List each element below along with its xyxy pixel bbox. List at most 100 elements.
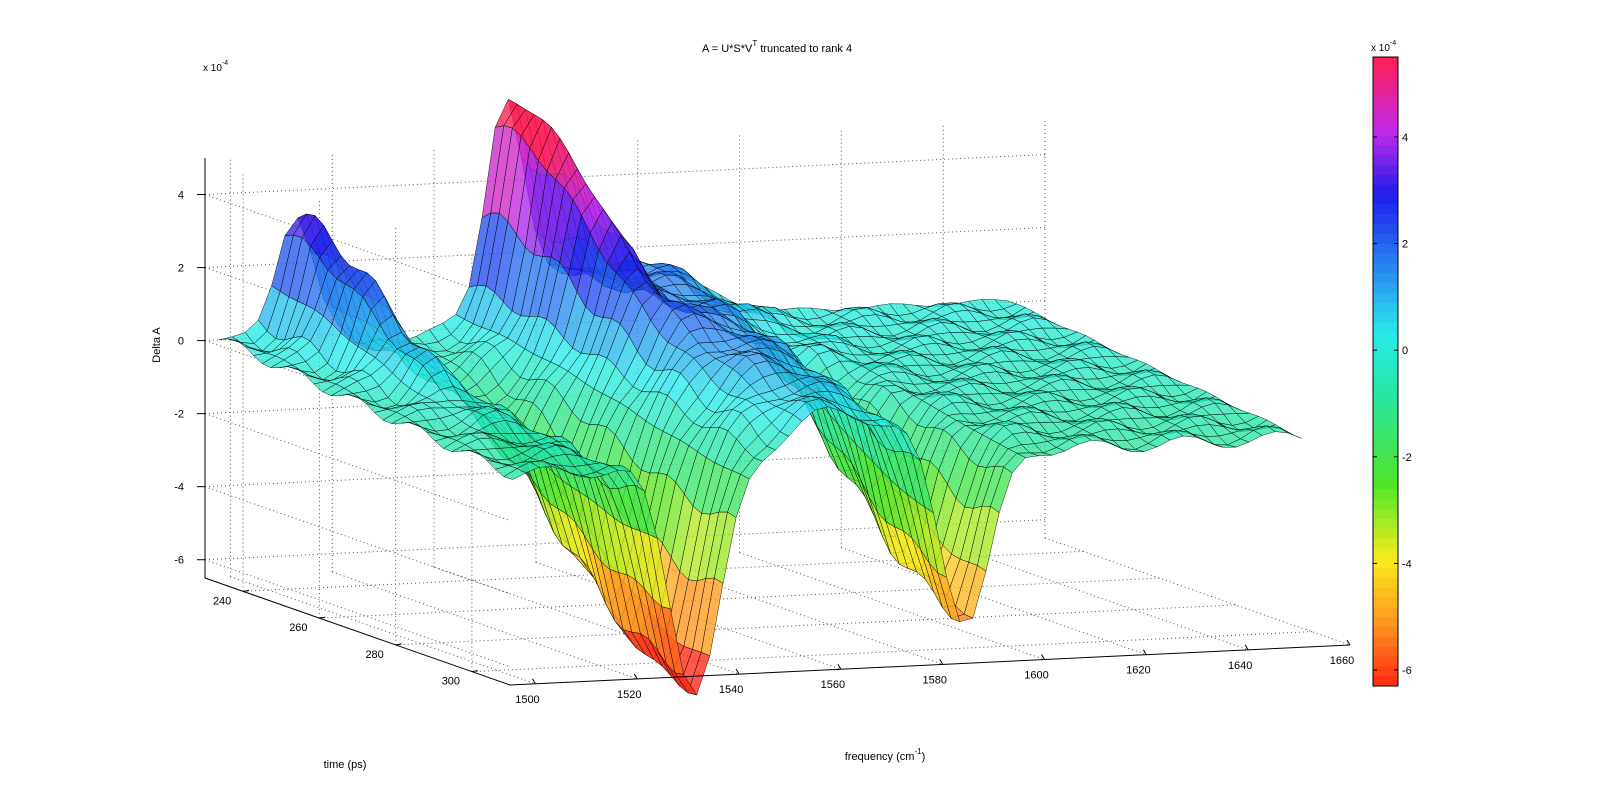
colorbar-swatch [1373,440,1398,451]
y-tick-label: 280 [365,649,383,661]
colorbar-tick-label: -6 [1402,665,1412,677]
colorbar-swatch [1373,292,1398,304]
grid-line-x-floor [230,576,536,685]
x-tick-label: 1640 [1228,660,1252,672]
z-axis-label: Delta A [151,327,163,363]
colorbar-swatch [1373,165,1398,176]
x-tick-label: 1500 [515,694,539,706]
grid-line-x-floor [841,547,1147,656]
colorbar-swatch [1373,342,1398,353]
x-tick [837,663,842,670]
colorbar-swatch [1373,430,1398,441]
colorbar-swatch [1373,302,1398,314]
colorbar-swatch [1373,312,1398,323]
colorbar-swatch [1373,86,1398,97]
colorbar-swatch [1373,174,1398,186]
x-tick [1041,654,1045,660]
colorbar-tick-label: 0 [1402,345,1408,357]
colorbar-swatch [1373,233,1398,245]
surface-patch [1279,427,1302,439]
colorbar-swatch [1373,469,1398,481]
surface-patch [503,468,527,480]
x-tick [735,668,740,675]
colorbar-swatch [1373,322,1398,333]
colorbar-swatch [1373,636,1398,648]
y-tick-label: 240 [213,595,231,607]
z-tick-label: 0 [178,336,184,348]
y-tick [243,589,250,592]
x-tick [1142,649,1147,655]
x-axis-line [509,644,1351,686]
colorbar-swatch [1373,283,1398,294]
colorbar-swatch [1373,204,1398,215]
y-tick [471,670,478,673]
colorbar-tick-label: 2 [1402,239,1408,251]
x-tick-label: 1580 [922,674,946,686]
colorbar-swatch [1373,115,1398,127]
z-exponent-label: x 10-4 [203,60,228,74]
colorbar-swatch [1373,263,1398,274]
colorbar-swatch [1373,135,1398,146]
colorbar-swatch [1373,106,1398,117]
colorbar-swatch [1373,194,1398,205]
colorbar-swatch [1373,489,1398,500]
colorbar-swatch [1373,214,1398,225]
colorbar-swatch [1373,66,1398,78]
colorbar-swatch [1373,617,1398,628]
x-tick-label: 1620 [1126,665,1150,677]
colorbar-swatch [1373,273,1398,284]
colorbar-frame [1372,56,1399,687]
y-tick [319,616,326,619]
colorbar-swatch [1373,607,1398,618]
colorbar-swatch [1373,548,1398,559]
x-tick [633,673,638,680]
colorbar-swatch [1373,587,1398,599]
colorbar-swatch [1373,518,1398,530]
colorbar-swatch [1373,656,1398,667]
x-tick-label: 1520 [617,689,641,701]
colorbar-swatch [1373,420,1398,431]
y-tick-label: 300 [442,676,460,688]
grid-line-z-side [204,559,511,668]
colorbar-swatch [1373,577,1398,589]
colorbar-swatch [1373,145,1398,156]
grid-line-y-floor [471,631,1312,673]
grid-line-y-floor [319,577,1160,619]
x-tick-label: 1560 [821,679,845,691]
chart-title: A = U*S*VT truncated to rank 4 [702,39,852,55]
colorbar-swatch [1373,410,1398,422]
x-axis-label: frequency (cm-1) [845,747,926,763]
grid-line-y-floor [395,604,1236,646]
colorbar-swatch [1373,499,1398,510]
colorbar-swatch [1373,351,1398,363]
z-tick-label: -6 [174,555,184,567]
grid-line-x-floor [332,571,638,680]
colorbar-tick-label: -2 [1402,452,1412,464]
x-tick [1244,644,1249,651]
axes-box: 1500 1520 1540 1560 1580 1600 1620 1640 16602402… [174,158,1354,706]
colorbar-swatch [1373,558,1398,569]
x-tick [939,659,944,665]
colorbar-swatch [1373,479,1398,490]
colorbar-swatch [1373,184,1398,196]
colorbar-swatch [1373,96,1398,107]
colorbar-tick-label: 4 [1402,132,1408,144]
z-tick-label: -2 [174,409,184,421]
grid-line-z-side [204,486,511,595]
y-axis-line [204,577,511,686]
colorbar-swatch [1373,76,1398,87]
colorbar-swatch [1373,450,1398,461]
x-tick-label: 1660 [1330,655,1354,667]
colorbar-swatch [1373,371,1398,382]
colorbar-swatch [1373,538,1398,549]
colorbar-swatch [1373,332,1398,343]
colorbar-swatch [1373,676,1398,687]
colorbar-swatch [1373,243,1398,255]
colorbar-swatch [1373,597,1398,608]
colorbar-swatch [1373,391,1398,402]
colorbar-swatch [1373,361,1398,372]
colorbar-swatch [1373,666,1398,677]
colorbar-exponent-label: x 10-4 [1371,40,1396,54]
colorbar-tick-label: -4 [1402,558,1412,570]
